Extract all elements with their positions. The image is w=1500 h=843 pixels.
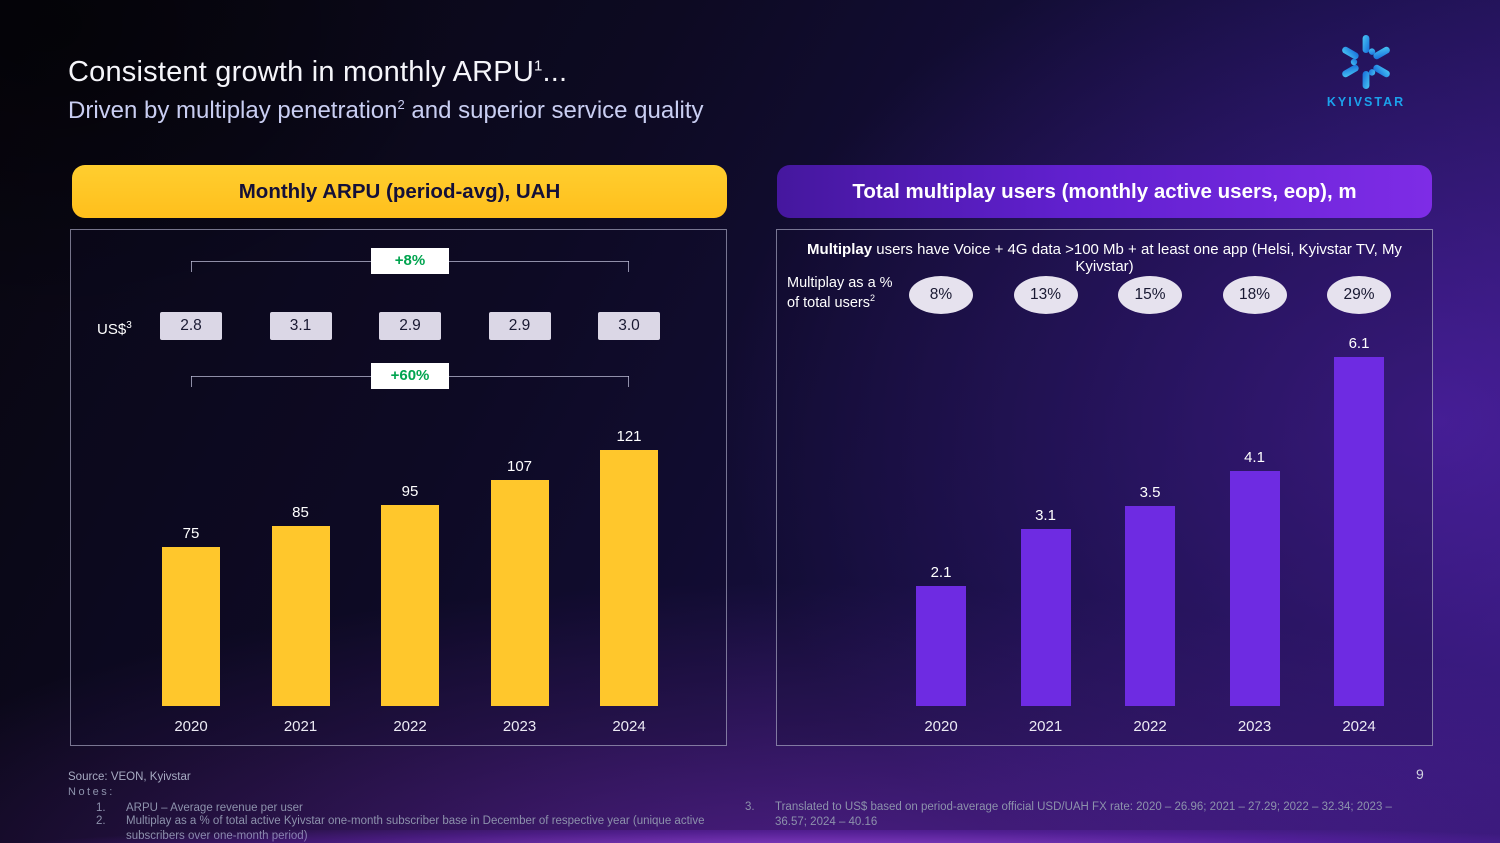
multiplay-x-axis-label: 2023 (1237, 718, 1272, 735)
multiplay-bar-value: 6.1 (1348, 335, 1370, 352)
arpu-bar-2020 (162, 547, 220, 706)
arpu-bar-2023 (490, 480, 549, 706)
footnote-3-num: 3. (745, 801, 755, 813)
footnote-3: 3. Translated to US$ based on period-ave… (745, 800, 1421, 830)
title-ellipsis: ... (542, 56, 568, 88)
share-pct-badge: 29% (1327, 276, 1391, 314)
arpu-x-axis-label: 2021 (283, 718, 318, 735)
arpu-bar-value: 95 (401, 483, 419, 500)
source-line: Source: VEON, Kyivstar (68, 771, 191, 783)
usd-footnote-ref: 3 (126, 320, 132, 331)
arpu-chart-area: +8% US$3 +60% 75 2020 2.8 85 2021 3.1 95 2022 2.… (70, 229, 727, 746)
footnote-2-num: 2. (96, 815, 106, 827)
footnote-3-text: Translated to US$ based on period-averag… (775, 801, 1392, 828)
share-pct-badge: 8% (909, 276, 973, 314)
share-label-line2: of total users (787, 294, 871, 311)
multiplay-note-bold: Multiplay (807, 241, 873, 258)
growth-badge-8pct: +8% (371, 248, 449, 274)
multiplay-bar-2024 (1334, 357, 1384, 706)
title-block: Consistent growth in monthly ARPU1... Dr… (68, 56, 704, 125)
arpu-usd-value-box: 3.1 (269, 312, 332, 340)
footnote-1-text: ARPU – Average revenue per user (126, 802, 303, 814)
arpu-usd-value-box: 2.8 (160, 312, 222, 340)
logo-wordmark: KYIVSTAR (1326, 95, 1406, 109)
arpu-bar-2024 (600, 450, 658, 706)
multiplay-chart-header: Total multiplay users (monthly active us… (777, 165, 1432, 218)
arpu-chart-header: Monthly ARPU (period-avg), UAH (72, 165, 727, 218)
page-number: 9 (1416, 766, 1424, 782)
multiplay-bar-2021 (1020, 529, 1071, 706)
arpu-usd-value-box: 2.9 (379, 312, 441, 340)
multiplay-chart-area: Multiplay users have Voice + 4G data >10… (776, 229, 1433, 746)
multiplay-x-axis-label: 2020 (924, 718, 958, 735)
kyivstar-star-icon (1342, 35, 1390, 89)
multiplay-x-axis-label: 2021 (1028, 718, 1063, 735)
multiplay-note-text: users have Voice + 4G data >100 Mb + at … (872, 241, 1402, 275)
footnote-2-text: Multiplay as a % of total active Kyivsta… (126, 815, 705, 842)
page-title: Consistent growth in monthly ARPU1... (68, 56, 704, 89)
title-footnote-ref: 1 (533, 57, 543, 75)
arpu-bar-value: 85 (292, 504, 309, 521)
arpu-bar-2022 (381, 505, 439, 706)
growth-badge-60pct: +60% (371, 363, 449, 389)
footnote-2: 2. Multiplay as a % of total active Kyiv… (96, 814, 756, 843)
multiplay-bar-value: 2.1 (930, 564, 952, 581)
multiplay-bar-2020 (916, 586, 966, 706)
usd-row-label: US$3 (97, 312, 132, 340)
arpu-usd-value-box: 2.9 (488, 312, 551, 340)
share-pct-badge: 18% (1222, 276, 1287, 314)
footnote-1: 1. ARPU – Average revenue per user (96, 801, 746, 816)
arpu-x-axis-label: 2024 (612, 718, 646, 735)
share-footnote-ref: 2 (870, 292, 876, 303)
multiplay-x-axis-label: 2022 (1133, 718, 1167, 735)
multiplay-bar-value: 3.5 (1139, 484, 1161, 501)
arpu-bar-2021 (271, 526, 330, 706)
multiplay-bar-2023 (1229, 471, 1280, 706)
share-label-line1: Multiplay as a % (787, 275, 893, 291)
arpu-bar-value: 107 (506, 458, 533, 475)
multiplay-definition-note: Multiplay users have Voice + 4G data >10… (777, 241, 1432, 275)
share-pct-badge: 13% (1013, 276, 1078, 314)
kyivstar-logo: KYIVSTAR (1320, 34, 1412, 109)
multiplay-bar-2022 (1125, 506, 1175, 706)
arpu-bar-value: 121 (616, 428, 642, 445)
footnote-1-num: 1. (96, 802, 106, 814)
notes-label: Notes: (68, 786, 115, 798)
usd-label-text: US$ (97, 321, 127, 338)
multiplay-bar-value: 4.1 (1244, 449, 1265, 466)
arpu-x-axis-label: 2023 (502, 718, 537, 735)
page-title-text: Consistent growth in monthly ARPU (68, 56, 534, 88)
subtitle-footnote-ref: 2 (397, 97, 405, 112)
page-subtitle: Driven by multiplay penetration2 and sup… (68, 97, 704, 125)
subtitle-text: Driven by multiplay penetration (68, 97, 398, 124)
subtitle-text-2: and superior service quality (404, 97, 704, 124)
arpu-x-axis-label: 2020 (174, 718, 208, 735)
share-pct-badge: 15% (1118, 276, 1182, 314)
arpu-bar-value: 75 (182, 525, 200, 542)
multiplay-x-axis-label: 2024 (1342, 718, 1376, 735)
arpu-x-axis-label: 2022 (393, 718, 427, 735)
multiplay-bar-value: 3.1 (1035, 507, 1056, 524)
share-of-total-label: Multiplay as a % of total users2 (787, 274, 893, 312)
arpu-usd-value-box: 3.0 (598, 312, 660, 340)
